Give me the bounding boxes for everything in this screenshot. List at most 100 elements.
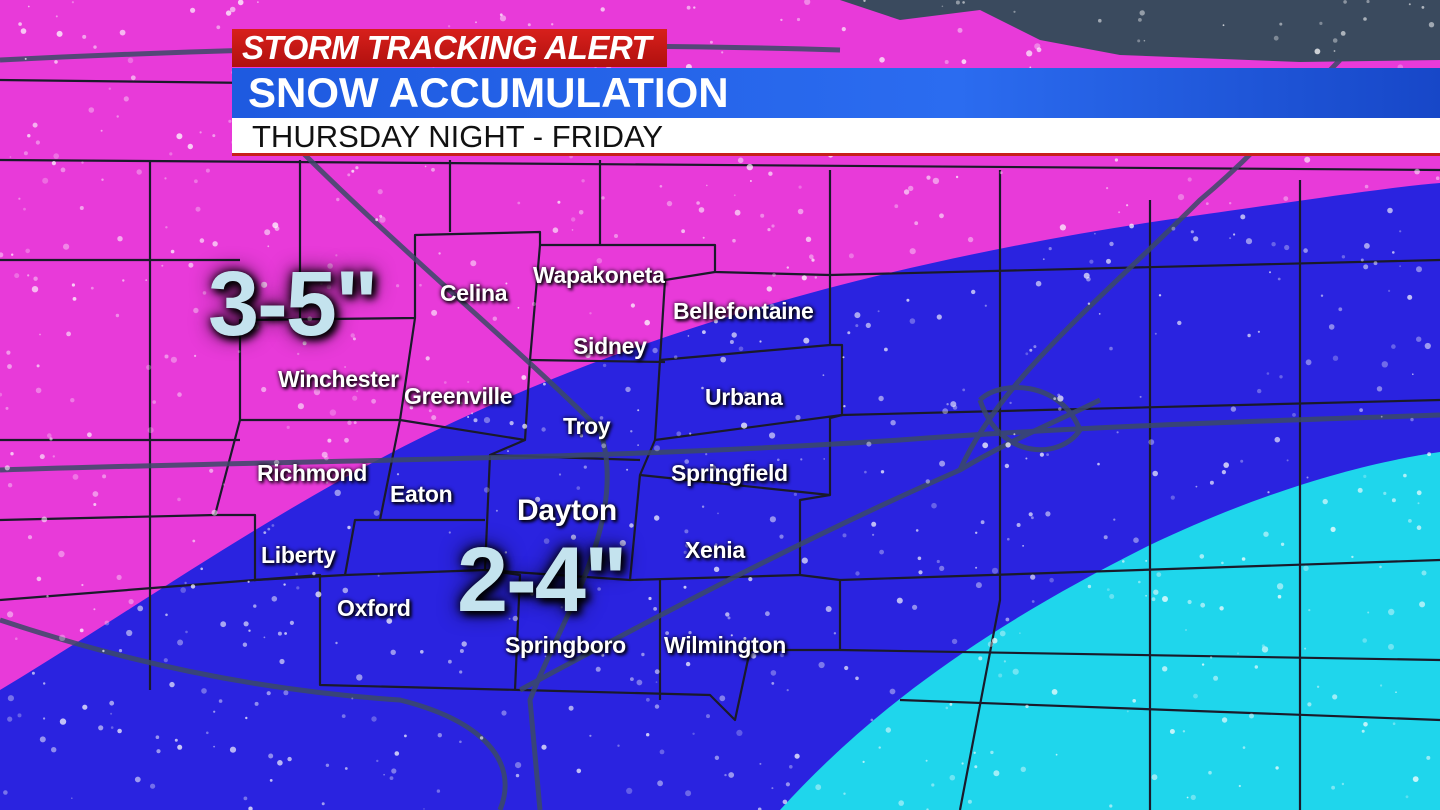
snowflake	[504, 551, 508, 554]
snowflake	[355, 166, 359, 170]
snowflake	[1332, 38, 1338, 43]
snowflake	[1364, 184, 1369, 189]
snowflake	[59, 718, 67, 725]
snowflake	[118, 649, 123, 653]
snowflake	[71, 1, 74, 4]
snowflake	[684, 459, 689, 464]
snowflake	[0, 252, 4, 258]
snowflake	[460, 401, 463, 405]
snowflake	[180, 587, 186, 593]
snowflake	[18, 197, 21, 200]
snowflake	[991, 637, 998, 644]
snowflake	[152, 400, 156, 404]
snowflake	[375, 218, 379, 222]
snowflake	[1005, 617, 1010, 622]
snowflake	[321, 802, 325, 806]
snowflake	[855, 324, 859, 328]
snowflake	[200, 567, 203, 571]
snowflake	[356, 674, 363, 681]
snowflake	[39, 736, 46, 743]
snowflake	[1241, 557, 1246, 561]
snowflake	[201, 688, 207, 694]
snowflake	[731, 332, 737, 338]
snowflake	[1388, 643, 1394, 650]
snowflake	[894, 204, 899, 209]
snowflake	[1049, 577, 1054, 583]
snowflake	[404, 734, 407, 738]
snowflake	[909, 318, 916, 324]
snowflake	[1305, 359, 1312, 366]
snowflake	[515, 773, 520, 778]
snowflake	[473, 595, 480, 602]
snowflake	[560, 606, 563, 609]
snowflake	[383, 773, 385, 776]
snowflake	[242, 642, 248, 647]
county-border	[659, 343, 831, 362]
snowflake	[1005, 442, 1011, 448]
snowflake	[1320, 294, 1324, 297]
snowflake	[906, 298, 910, 302]
county-border	[484, 568, 801, 582]
snowflake	[1097, 462, 1100, 466]
snowflake	[394, 751, 400, 756]
snowflake	[134, 776, 141, 783]
snowflake	[55, 15, 58, 18]
snowflake	[720, 356, 727, 363]
snowflake	[428, 409, 432, 413]
lake-erie-water	[840, 0, 1440, 62]
snowflake	[659, 749, 665, 755]
snowflake	[709, 40, 713, 44]
snowflake	[714, 543, 718, 547]
snowflake	[685, 790, 692, 797]
snowflake	[984, 304, 987, 307]
snowflake	[1109, 346, 1113, 351]
county-borders	[0, 78, 1440, 810]
snowflake	[1376, 386, 1383, 392]
snowflake	[936, 559, 940, 564]
snowflake	[909, 248, 916, 255]
snowflake	[841, 27, 846, 32]
snowflake	[1007, 537, 1010, 541]
snowflake	[630, 303, 636, 308]
snowflake	[759, 340, 762, 343]
snowflake	[848, 253, 854, 259]
snowflake	[625, 386, 631, 393]
snowflake	[581, 179, 585, 183]
snowflake	[552, 227, 559, 233]
snowflake	[33, 276, 38, 281]
snowflake	[701, 505, 705, 508]
snowflake	[415, 499, 420, 504]
snowflake	[373, 510, 380, 516]
snowflake	[676, 431, 682, 437]
snowflake	[447, 25, 451, 28]
snowflake	[344, 767, 348, 770]
snowflake	[438, 252, 441, 255]
snowflake	[509, 421, 514, 426]
snowflake	[347, 278, 350, 281]
snowflake	[1284, 244, 1290, 251]
snowflake	[467, 380, 470, 384]
snowflake	[389, 776, 394, 780]
snowflake	[448, 531, 451, 534]
snowflake	[43, 717, 46, 720]
snowflake	[759, 762, 762, 765]
snowflake	[177, 497, 181, 502]
snowflake	[646, 697, 650, 702]
snowflake	[1269, 271, 1271, 274]
snowflake	[1343, 0, 1347, 4]
snowflake	[1277, 594, 1282, 599]
snowflake	[1138, 580, 1141, 584]
snowflake	[93, 45, 97, 49]
snowflake	[379, 214, 383, 218]
county-border	[839, 558, 1440, 582]
snowflake	[801, 275, 807, 281]
snowflake	[1363, 264, 1369, 270]
snowflake	[629, 523, 634, 528]
snowflake	[1221, 470, 1226, 475]
snowflake	[1275, 766, 1279, 770]
snowflake	[1417, 502, 1420, 505]
snowflake	[730, 634, 733, 637]
snowflake	[93, 608, 96, 611]
snowflake	[1187, 599, 1192, 605]
snowflake	[1208, 770, 1212, 775]
